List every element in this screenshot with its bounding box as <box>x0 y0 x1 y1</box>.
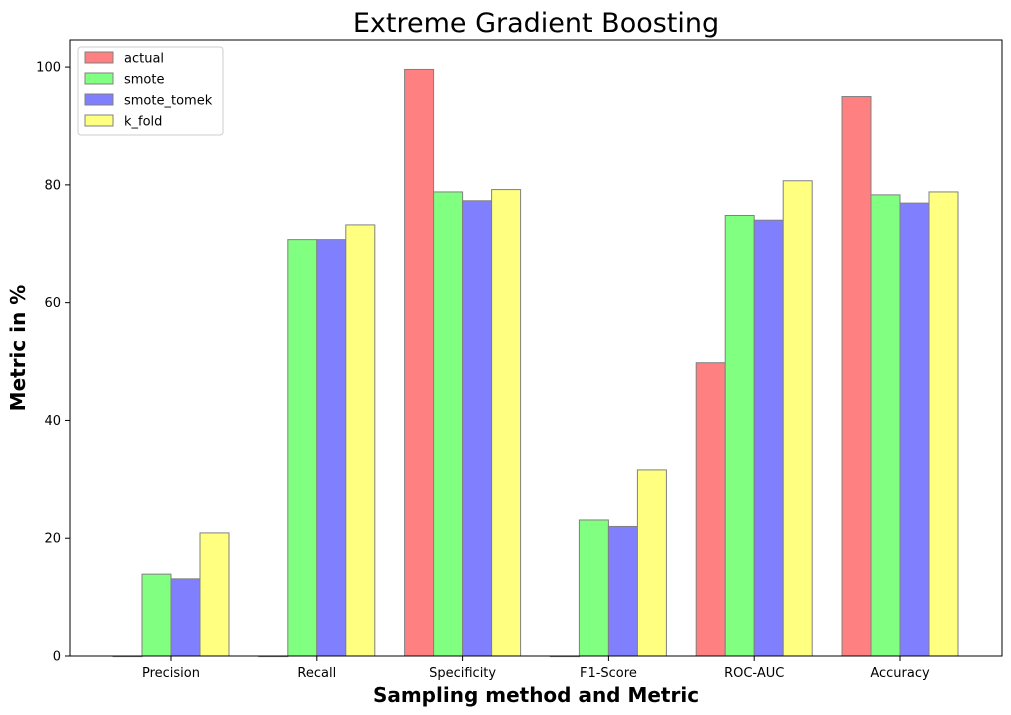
bar-smote-recall <box>287 239 318 657</box>
bar-smote-precision <box>141 573 172 657</box>
legend-swatch-smote <box>84 72 114 85</box>
bar-actual-specificity <box>404 68 435 657</box>
x-tick-label: F1-Score <box>580 666 637 681</box>
bar-k_fold-precision <box>199 532 230 657</box>
bar-smote-specificity <box>433 191 464 657</box>
x-axis: Precision Recall Specificity F1-Score ROC-AU… <box>142 656 930 681</box>
legend-label-smote_tomek: smote_tomek <box>124 94 213 109</box>
y-axis: 0 20 40 60 80 100 <box>36 61 70 665</box>
y-tick-label: 20 <box>44 532 61 547</box>
legend-label-smote: smote <box>124 73 165 88</box>
plot-area <box>112 68 959 658</box>
axes-frame <box>69 39 1003 657</box>
legend-label-actual: actual <box>124 52 164 67</box>
x-tick-label: Recall <box>297 666 336 681</box>
bar-smote_tomek-specificity <box>462 200 493 657</box>
bar-k_fold-specificity <box>491 189 522 657</box>
bar-smote_tomek-recall <box>316 239 347 657</box>
x-tick-label: Accuracy <box>870 666 930 681</box>
x-tick-label: ROC-AUC <box>724 666 784 681</box>
bar-smote-f1-score <box>578 519 609 657</box>
y-tick-label: 60 <box>44 296 61 311</box>
y-axis-label: Metric in % <box>6 285 30 412</box>
chart-title: Extreme Gradient Boosting <box>353 8 719 39</box>
x-tick-label: Precision <box>142 666 200 681</box>
bar-smote_tomek-roc-auc <box>753 219 784 657</box>
legend-label-k_fold: k_fold <box>124 115 162 130</box>
bar-smote_tomek-f1-score <box>607 525 638 657</box>
legend-box <box>77 46 224 136</box>
legend-swatch-actual <box>84 51 114 64</box>
y-tick-label: 100 <box>36 61 61 76</box>
legend-swatch-k_fold <box>84 114 114 127</box>
x-tick-label: Specificity <box>429 666 496 681</box>
bar-k_fold-recall <box>345 224 376 657</box>
y-tick-label: 80 <box>44 178 61 193</box>
legend-swatch-smote_tomek <box>84 93 114 106</box>
bar-k_fold-roc-auc <box>782 180 813 657</box>
y-tick-label: 0 <box>53 650 61 665</box>
x-axis-label: Sampling method and Metric <box>373 683 699 707</box>
bar-smote_tomek-precision <box>170 578 201 657</box>
bar-actual-roc-auc <box>695 362 726 657</box>
bar-smote-accuracy <box>870 194 901 657</box>
y-tick-label: 40 <box>44 414 61 429</box>
bar-actual-accuracy <box>841 96 872 657</box>
legend: actual smote smote_tomek k_fold <box>77 46 224 136</box>
bar-k_fold-accuracy <box>928 191 959 657</box>
bar-smote-roc-auc <box>724 214 755 657</box>
bar-k_fold-f1-score <box>636 469 667 657</box>
bar-smote_tomek-accuracy <box>899 202 930 657</box>
